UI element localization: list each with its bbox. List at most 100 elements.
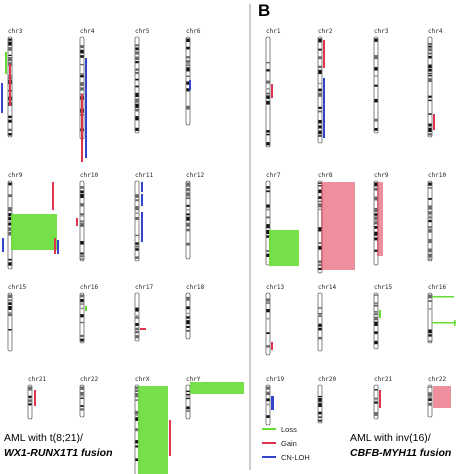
chromosome-band [135, 85, 139, 88]
chromosome-band [135, 335, 139, 339]
centromere [185, 312, 191, 315]
chromosome-band [428, 113, 432, 115]
chromosome-band [186, 242, 190, 246]
chromosome-band [318, 395, 322, 398]
chromosome-band [80, 321, 84, 324]
chromosome-band [186, 296, 190, 301]
chromosome-ideogram [185, 384, 191, 420]
chromosome-band [8, 194, 12, 198]
chromosome-band [135, 217, 139, 220]
chromosome-band [374, 182, 378, 187]
chromosome-band [135, 323, 139, 326]
chromosome-band [186, 204, 190, 207]
chromosome-band [428, 127, 432, 133]
gain-segment [9, 64, 11, 106]
chromosome-outline [79, 292, 85, 344]
chromosome-band [186, 56, 190, 59]
chromosome-band [374, 302, 378, 304]
chromosome-band [318, 65, 322, 69]
chromosome-band [80, 405, 84, 407]
chromosome-band [8, 38, 12, 41]
loss-segment [85, 306, 87, 311]
chromosome-band [135, 389, 139, 393]
chromosome-label: chr1 [266, 28, 281, 35]
chromosome-band [186, 60, 190, 64]
loss-band-block [190, 382, 244, 394]
chromosome-band [428, 197, 432, 200]
chromosome-band [186, 228, 190, 232]
chromosome-band [428, 64, 432, 69]
centromere [265, 317, 271, 320]
chromosome-band [374, 226, 378, 229]
chromosome-band [186, 81, 190, 85]
chromosome-band [80, 193, 84, 199]
chromosome-band [186, 64, 190, 67]
chromosome-band [186, 216, 190, 221]
chromosome-ideogram [27, 384, 33, 420]
chromosome-label: chr9 [8, 172, 23, 179]
chromosome-band [266, 391, 270, 396]
chromosome-band [428, 95, 432, 98]
chromosome-band [374, 84, 378, 87]
chromosome-ideogram [373, 384, 379, 420]
chromosome-band [80, 63, 84, 66]
chromosome-band [374, 207, 378, 213]
centromere [185, 209, 191, 211]
chromosome-band [318, 38, 322, 43]
chromosome-chr4-b: chr4 [427, 28, 443, 138]
centromere [427, 73, 433, 76]
chromosome-band [266, 142, 270, 146]
chromosome-chr10: chr10 [76, 172, 98, 262]
chromosome-chr8: chr8 [317, 172, 355, 274]
chromosome-band [135, 428, 139, 432]
chromosome-band [186, 222, 190, 227]
centromere [427, 308, 433, 310]
chromosome-band [428, 45, 432, 48]
chromosome-band [8, 262, 12, 266]
chromosome-band [428, 55, 432, 59]
chromosome-band [428, 48, 432, 52]
chromosome-band [135, 199, 139, 202]
chromosome-band [8, 54, 12, 57]
chromosome-band [318, 135, 322, 137]
chromosome-band [428, 52, 432, 55]
chromosome-band [8, 227, 12, 231]
chromosome-band [428, 42, 432, 46]
chromosome-band [266, 332, 270, 335]
chromosome-band [374, 213, 378, 216]
centromere [79, 396, 85, 399]
loss-band-block [11, 214, 57, 250]
chromosome-ideogram [185, 292, 191, 340]
chromosome-outline [7, 292, 13, 352]
chromosome-band [266, 308, 270, 313]
centromere [7, 311, 13, 314]
chromosome-label: chr20 [318, 376, 336, 383]
legend-item-gain: Gain [262, 439, 297, 448]
chromosome-label: chr6 [186, 28, 201, 35]
chromosome-band [186, 406, 190, 410]
chromosome-band [374, 321, 378, 326]
chromosome-chr15-b: chr15 [373, 284, 392, 350]
chromosome-band [80, 386, 84, 390]
chromosome-band [318, 125, 322, 129]
chromosome-band [428, 226, 432, 229]
chromosome-band [135, 234, 139, 237]
chromosome-band [135, 445, 139, 448]
chromosome-band [428, 258, 432, 260]
chromosome-chr22-b: chr22 [427, 376, 451, 418]
chromosome-band [318, 106, 322, 109]
chromosome-band [428, 329, 432, 334]
gain-segment [271, 84, 273, 98]
cnloh-segment [271, 396, 274, 410]
chromosome-band [186, 46, 190, 50]
chromosome-ideogram [265, 36, 271, 148]
chromosome-chr9: chr9 [2, 172, 59, 270]
chromosome-label: chr14 [318, 284, 336, 291]
chromosome-chr16: chr16 [79, 284, 98, 344]
chromosome-label: chr15 [374, 284, 392, 291]
chromosome-band [374, 412, 378, 416]
legend-item-loss: Loss [262, 425, 297, 434]
chromosome-chr15: chr15 [7, 284, 26, 352]
chromosome-chr10-b: chr10 [427, 172, 446, 262]
chromosome-band [318, 336, 322, 340]
